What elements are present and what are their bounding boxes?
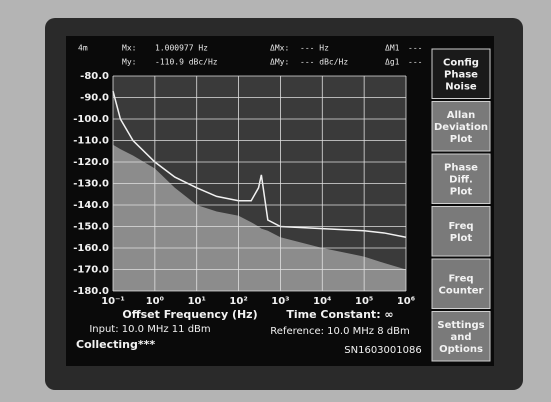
y-tick-label: -130.0 <box>73 179 109 190</box>
serial: SN1603001086 <box>344 345 421 356</box>
dmx-label: ΔMx: <box>270 44 289 53</box>
my-value: -110.9 dBc/Hz <box>155 58 218 67</box>
menu-button-label[interactable]: Freq <box>448 221 473 232</box>
my-label: My: <box>122 58 136 67</box>
x-axis-label: Offset Frequency (Hz) <box>122 308 257 321</box>
x-tick-label: 10⁵ <box>355 296 373 307</box>
menu-button-label[interactable]: Phase <box>444 69 478 80</box>
dg1-label: Δg1 <box>385 58 400 67</box>
menu-button-label[interactable]: and <box>450 332 471 343</box>
y-tick-label: -150.0 <box>73 222 109 233</box>
mx-value: 1.000977 Hz <box>155 44 208 53</box>
y-tick-label: -160.0 <box>73 243 109 254</box>
x-tick-label: 10¹ <box>188 296 206 307</box>
menu-button-label[interactable]: Allan <box>447 110 475 121</box>
x-tick-label: 10³ <box>271 296 289 307</box>
y-tick-label: -110.0 <box>73 136 109 147</box>
menu-button-label[interactable]: Plot <box>450 186 473 197</box>
dmy-value: --- dBc/Hz <box>300 58 348 67</box>
dmx-value: --- Hz <box>300 44 329 53</box>
x-tick-label: 10⁶ <box>397 296 415 307</box>
x-tick-label: 10⁴ <box>313 296 331 307</box>
dmy-label: ΔMy: <box>270 58 289 67</box>
x-tick-label: 10⁰ <box>146 296 164 307</box>
menu-button-label[interactable]: Plot <box>450 134 473 145</box>
instrument-photo: 4m Mx: 1.000977 Hz My: -110.9 dBc/Hz ΔMx… <box>0 0 551 402</box>
status: Collecting*** <box>76 338 155 351</box>
mode: 4m <box>78 44 88 53</box>
menu-button-label[interactable]: Settings <box>437 320 484 331</box>
menu-button-label[interactable]: Options <box>439 344 483 355</box>
menu-button-label[interactable]: Deviation <box>434 122 488 133</box>
y-tick-label: -100.0 <box>73 114 109 125</box>
y-tick-label: -80.0 <box>80 71 109 82</box>
y-tick-label: -120.0 <box>73 157 109 168</box>
y-tick-label: -140.0 <box>73 200 109 211</box>
y-tick-label: -90.0 <box>80 93 109 104</box>
dm1-value: --- <box>408 44 422 53</box>
dg1-value: --- <box>408 58 422 67</box>
x-tick-label: 10² <box>229 296 247 307</box>
menu-button-label[interactable]: Freq <box>448 273 473 284</box>
x-tick-label: 10⁻¹ <box>101 296 125 307</box>
reference: Reference: 10.0 MHz 8 dBm <box>270 326 409 337</box>
menu-button-label[interactable]: Config <box>443 57 479 68</box>
menu-button-label[interactable]: Phase <box>444 162 478 173</box>
dm1-label: ΔM1 <box>385 44 400 53</box>
input: Input: 10.0 MHz 11 dBm <box>89 324 210 335</box>
menu-button-label[interactable]: Diff. <box>449 174 473 185</box>
y-tick-label: -170.0 <box>73 265 109 276</box>
menu-button-label[interactable]: Plot <box>450 233 473 244</box>
time-constant: Time Constant: ∞ <box>286 308 393 321</box>
menu-button-label[interactable]: Counter <box>439 285 484 296</box>
menu-button-label[interactable]: Noise <box>445 81 477 92</box>
mx-label: Mx: <box>122 44 136 53</box>
